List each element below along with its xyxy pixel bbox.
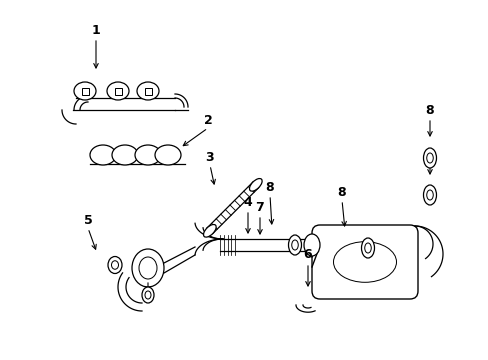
Ellipse shape bbox=[107, 82, 129, 100]
Ellipse shape bbox=[426, 190, 432, 200]
Text: 5: 5 bbox=[83, 213, 92, 226]
Text: 7: 7 bbox=[255, 201, 264, 213]
Text: 3: 3 bbox=[205, 150, 214, 163]
Text: 8: 8 bbox=[337, 185, 346, 198]
Text: 5: 5 bbox=[143, 266, 152, 279]
Bar bbox=[81, 87, 88, 95]
Text: 8: 8 bbox=[425, 104, 433, 117]
Text: 2: 2 bbox=[203, 113, 212, 126]
Ellipse shape bbox=[203, 225, 216, 237]
Ellipse shape bbox=[111, 261, 118, 269]
Ellipse shape bbox=[90, 145, 116, 165]
Bar bbox=[114, 87, 121, 95]
Text: 6: 6 bbox=[303, 248, 312, 261]
Ellipse shape bbox=[333, 242, 396, 282]
Ellipse shape bbox=[155, 145, 181, 165]
Ellipse shape bbox=[132, 249, 163, 287]
Text: 1: 1 bbox=[91, 23, 100, 36]
Ellipse shape bbox=[139, 257, 157, 279]
Text: 8: 8 bbox=[265, 180, 274, 194]
Ellipse shape bbox=[288, 235, 301, 255]
Ellipse shape bbox=[361, 238, 374, 258]
Ellipse shape bbox=[304, 234, 319, 256]
Ellipse shape bbox=[364, 243, 370, 253]
Ellipse shape bbox=[135, 145, 161, 165]
Ellipse shape bbox=[142, 287, 154, 303]
Ellipse shape bbox=[145, 291, 151, 299]
Ellipse shape bbox=[112, 145, 138, 165]
Ellipse shape bbox=[108, 256, 122, 274]
Ellipse shape bbox=[426, 153, 432, 163]
Bar bbox=[144, 87, 151, 95]
Text: 4: 4 bbox=[243, 195, 252, 208]
Ellipse shape bbox=[249, 179, 262, 191]
Ellipse shape bbox=[291, 240, 298, 250]
FancyBboxPatch shape bbox=[311, 225, 417, 299]
Ellipse shape bbox=[137, 82, 159, 100]
Ellipse shape bbox=[423, 148, 436, 168]
Ellipse shape bbox=[74, 82, 96, 100]
Text: 8: 8 bbox=[425, 148, 433, 161]
Ellipse shape bbox=[423, 185, 436, 205]
